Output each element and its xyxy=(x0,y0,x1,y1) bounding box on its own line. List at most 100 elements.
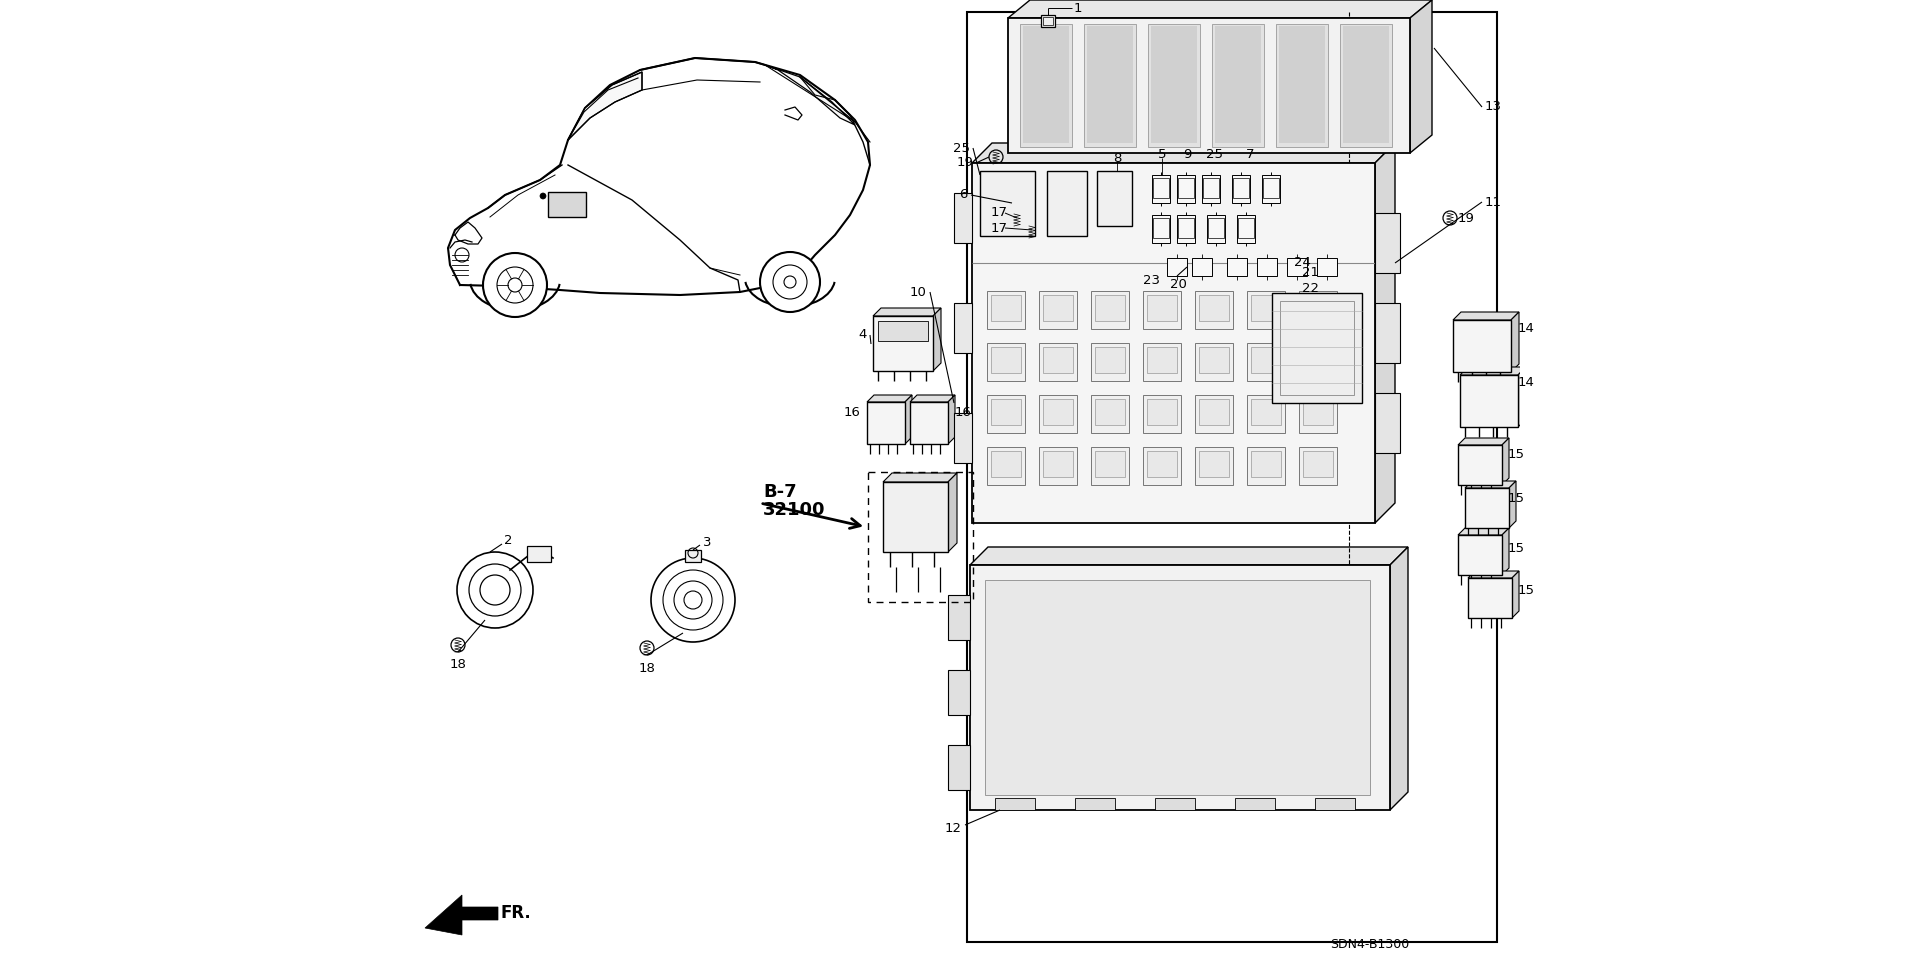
Bar xyxy=(1202,175,1219,203)
Circle shape xyxy=(540,193,545,199)
Bar xyxy=(991,451,1021,477)
Bar xyxy=(1286,258,1308,276)
Bar xyxy=(526,546,551,562)
Polygon shape xyxy=(1457,438,1509,445)
Circle shape xyxy=(760,252,820,312)
Polygon shape xyxy=(1375,143,1396,523)
Bar xyxy=(1156,798,1194,810)
Bar xyxy=(883,482,948,552)
Bar xyxy=(1192,258,1212,276)
Bar xyxy=(1152,215,1169,243)
Circle shape xyxy=(484,253,547,317)
Bar xyxy=(970,565,1390,810)
Polygon shape xyxy=(1457,528,1509,535)
Bar xyxy=(972,163,1375,523)
Bar xyxy=(1146,451,1177,477)
Polygon shape xyxy=(1409,0,1432,153)
Bar xyxy=(1300,343,1336,381)
Bar xyxy=(1039,447,1077,485)
Text: 19: 19 xyxy=(1457,211,1475,225)
Text: B-7: B-7 xyxy=(762,483,797,501)
Bar xyxy=(979,171,1035,236)
Bar xyxy=(1304,347,1332,373)
Bar xyxy=(1233,178,1250,198)
Bar xyxy=(991,399,1021,425)
Bar xyxy=(1375,213,1400,273)
Bar xyxy=(877,321,927,341)
Bar xyxy=(1146,399,1177,425)
Bar xyxy=(1043,17,1052,25)
Bar xyxy=(1342,26,1388,143)
Bar xyxy=(1091,343,1129,381)
Text: 12: 12 xyxy=(945,822,962,834)
Text: 5: 5 xyxy=(1158,149,1165,161)
Bar xyxy=(1179,178,1194,198)
Polygon shape xyxy=(1501,528,1509,575)
Polygon shape xyxy=(868,395,912,402)
Text: 22: 22 xyxy=(1302,281,1319,295)
Bar xyxy=(1465,488,1509,528)
Text: 25: 25 xyxy=(952,141,970,155)
Bar xyxy=(1091,291,1129,329)
Bar xyxy=(1194,343,1233,381)
Bar xyxy=(1094,347,1125,373)
Bar xyxy=(1273,293,1361,403)
Bar xyxy=(1154,178,1169,198)
Text: FR.: FR. xyxy=(499,904,530,922)
Text: 1: 1 xyxy=(1073,2,1083,14)
Text: 11: 11 xyxy=(1484,196,1501,208)
Bar xyxy=(1150,26,1196,143)
Bar xyxy=(1194,395,1233,433)
Bar xyxy=(1039,291,1077,329)
Bar xyxy=(1094,399,1125,425)
Text: 18: 18 xyxy=(449,659,467,671)
Bar xyxy=(1043,451,1073,477)
Text: 9: 9 xyxy=(1183,149,1190,161)
Bar xyxy=(1252,347,1281,373)
Bar xyxy=(948,595,970,640)
Polygon shape xyxy=(1513,571,1519,618)
Bar xyxy=(1459,375,1519,427)
Bar xyxy=(987,291,1025,329)
Bar xyxy=(1246,291,1284,329)
Bar xyxy=(1263,178,1279,198)
Text: 3: 3 xyxy=(703,536,712,548)
Bar xyxy=(1304,399,1332,425)
Bar xyxy=(1261,175,1281,203)
Text: 10: 10 xyxy=(910,285,925,299)
Text: 20: 20 xyxy=(1169,278,1187,292)
Polygon shape xyxy=(1465,481,1517,488)
Polygon shape xyxy=(568,72,641,140)
Bar xyxy=(1315,798,1356,810)
Bar xyxy=(948,745,970,790)
Polygon shape xyxy=(948,473,956,552)
Bar xyxy=(1281,301,1354,395)
Bar xyxy=(1146,347,1177,373)
Bar xyxy=(1246,395,1284,433)
Polygon shape xyxy=(874,308,941,316)
Bar xyxy=(1148,24,1200,147)
Bar xyxy=(1008,18,1409,153)
Bar xyxy=(1142,343,1181,381)
Text: 24: 24 xyxy=(1294,255,1311,269)
Bar xyxy=(1152,175,1169,203)
Polygon shape xyxy=(1046,164,1094,171)
Bar xyxy=(1154,218,1169,238)
Bar xyxy=(1238,218,1254,238)
Bar xyxy=(991,295,1021,321)
Bar xyxy=(1198,295,1229,321)
Bar xyxy=(1304,295,1332,321)
Bar xyxy=(1227,258,1246,276)
Bar xyxy=(1375,393,1400,453)
Bar xyxy=(1317,258,1336,276)
Bar xyxy=(1039,343,1077,381)
Bar xyxy=(1075,798,1116,810)
Bar xyxy=(1375,303,1400,363)
Bar xyxy=(995,798,1035,810)
Polygon shape xyxy=(1501,438,1509,485)
Text: 14: 14 xyxy=(1519,376,1534,390)
Bar xyxy=(1194,291,1233,329)
Text: 15: 15 xyxy=(1519,584,1534,596)
Bar xyxy=(1252,451,1281,477)
Bar xyxy=(1215,26,1261,143)
